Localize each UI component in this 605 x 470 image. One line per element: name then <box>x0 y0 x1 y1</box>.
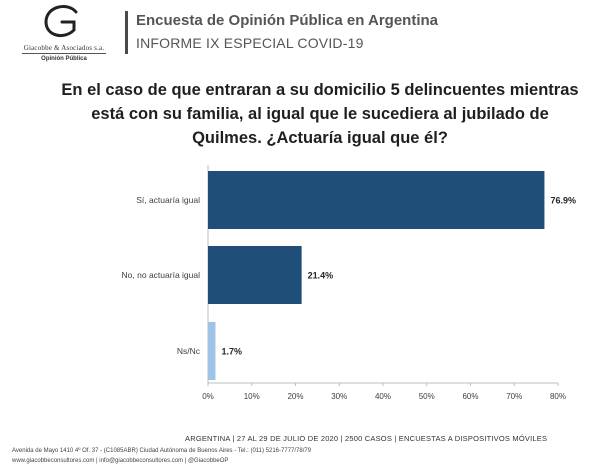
bar <box>208 246 302 304</box>
page-title: Encuesta de Opinión Pública en Argentina <box>136 12 438 29</box>
x-tick-label: 30% <box>331 392 347 401</box>
x-tick-label: 40% <box>375 392 391 401</box>
data-label: 1.7% <box>221 347 242 357</box>
x-tick-label: 80% <box>550 392 566 401</box>
x-tick-label: 60% <box>462 392 478 401</box>
x-tick-label: 20% <box>287 392 303 401</box>
x-tick-label: 10% <box>244 392 260 401</box>
bar <box>208 322 216 380</box>
logo-subtitle: Opinión Pública <box>41 56 87 62</box>
chart-question: En el caso de que entraran a su domicili… <box>61 81 579 147</box>
x-tick-label: 70% <box>506 392 522 401</box>
company-logo: Giacobbe & Asociados s.a. Opinión Públic… <box>8 4 120 66</box>
page-subtitle: INFORME IX ESPECIAL COVID-19 <box>136 35 364 51</box>
bar <box>208 171 545 229</box>
survey-footer: ARGENTINA | 27 AL 29 DE JULIO DE 2020 | … <box>185 434 548 443</box>
data-label: 21.4% <box>308 271 334 281</box>
data-label: 76.9% <box>550 196 576 206</box>
footer-address: Avenida de Mayo 1410 4º Of. 37 - (C1085A… <box>12 448 312 454</box>
header-divider <box>125 11 128 54</box>
logo-divider <box>22 53 106 54</box>
logo-mark-icon <box>44 5 78 38</box>
category-label: No, no actuaría igual <box>122 270 201 280</box>
category-label: Ns/Nc <box>177 346 201 356</box>
logo-name: Giacobbe & Asociados s.a. <box>23 44 105 52</box>
footer-contact: www.giacobbeconsultores.com | info@giaco… <box>12 458 229 464</box>
x-tick-label: 0% <box>202 392 214 401</box>
x-tick-label: 50% <box>419 392 435 401</box>
category-label: Sí, actuaría igual <box>136 195 200 205</box>
